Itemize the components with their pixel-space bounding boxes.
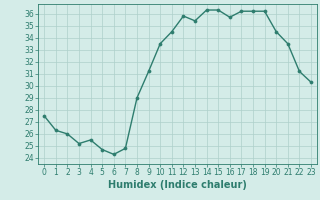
X-axis label: Humidex (Indice chaleur): Humidex (Indice chaleur) [108,180,247,190]
